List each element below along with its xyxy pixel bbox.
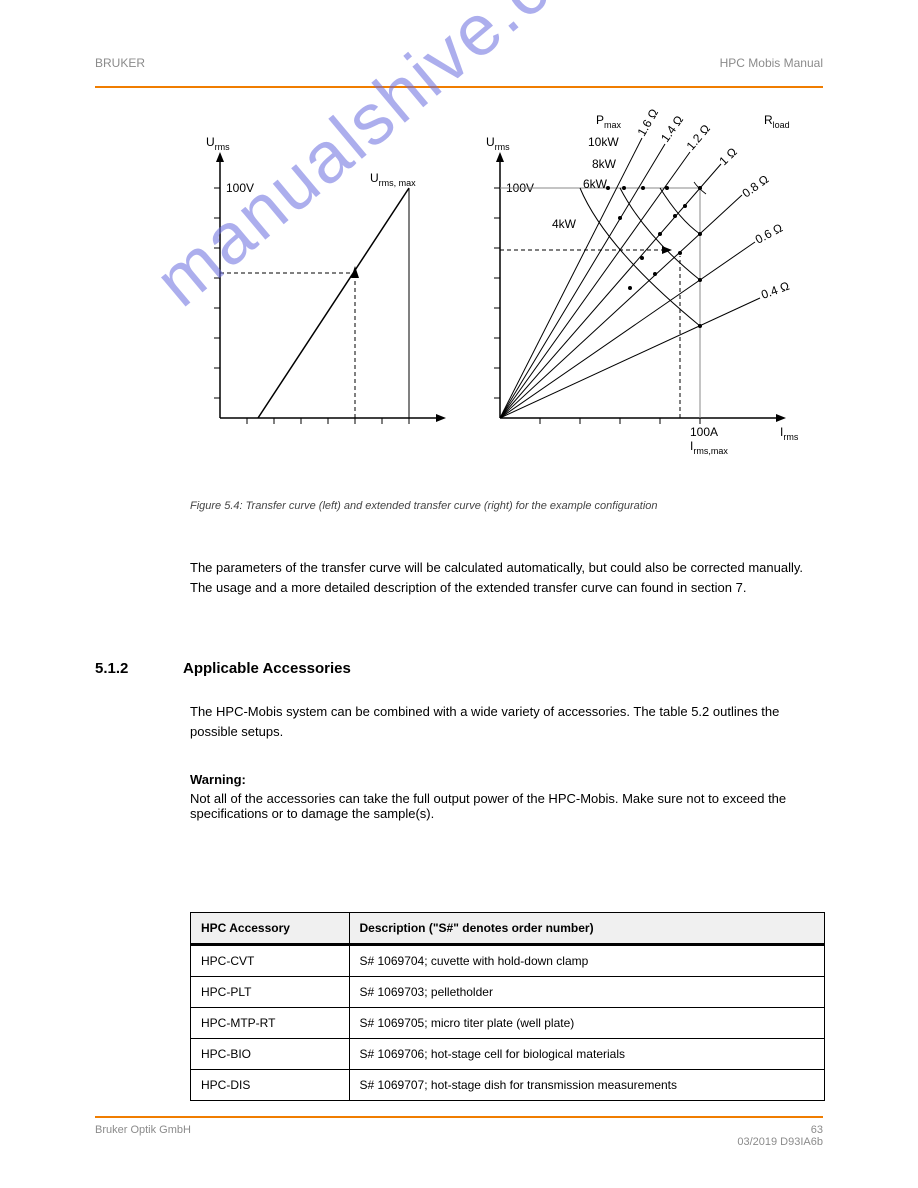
- figure-transfer-curves: 100V Urms Urms, max: [190, 108, 810, 488]
- svg-text:Urms: Urms: [486, 135, 510, 152]
- figure-caption: Figure 5.4: Transfer curve (left) and ex…: [190, 500, 820, 512]
- svg-text:8kW: 8kW: [592, 157, 617, 171]
- paragraph-1: The parameters of the transfer curve wil…: [190, 558, 825, 597]
- svg-text:100V: 100V: [226, 181, 254, 195]
- svg-text:1.2 Ω: 1.2 Ω: [684, 122, 713, 153]
- svg-text:1.4 Ω: 1.4 Ω: [658, 113, 686, 145]
- warning-text: Not all of the accessories can take the …: [190, 791, 786, 821]
- section-heading: 5.1.2Applicable Accessories: [95, 660, 351, 677]
- svg-text:0.8 Ω: 0.8 Ω: [740, 172, 772, 200]
- table-row: HPC-MTP-RTS# 1069705; micro titer plate …: [191, 1008, 825, 1039]
- table-row: HPC-PLTS# 1069703; pelletholder: [191, 977, 825, 1008]
- footer-desc: 03/2019 D93IA6b: [737, 1136, 823, 1148]
- bottom-rule: [95, 1116, 823, 1118]
- footer-page: 63: [811, 1124, 823, 1136]
- svg-text:100A: 100A: [690, 425, 718, 439]
- footer-left: Bruker Optik GmbH: [95, 1124, 191, 1136]
- figure-caption-text: Transfer curve (left) and extended trans…: [243, 500, 658, 512]
- svg-text:1.6 Ω: 1.6 Ω: [634, 108, 661, 139]
- table-header-2: Description ("S#" denotes order number): [349, 913, 825, 945]
- warning-box: Warning: Not all of the accessories can …: [190, 772, 825, 821]
- table-header-1: HPC Accessory: [191, 913, 350, 945]
- header-right: HPC Mobis Manual: [720, 56, 823, 70]
- paragraph-2: The HPC-Mobis system can be combined wit…: [190, 702, 825, 741]
- accessories-table: HPC Accessory Description ("S#" denotes …: [190, 912, 825, 1101]
- table-row: HPC-DISS# 1069707; hot-stage dish for tr…: [191, 1070, 825, 1101]
- svg-text:10kW: 10kW: [588, 135, 619, 149]
- warning-label: Warning:: [190, 772, 825, 787]
- section-number: 5.1.2: [95, 660, 183, 677]
- svg-text:Urms: Urms: [206, 135, 230, 152]
- svg-text:0.4 Ω: 0.4 Ω: [759, 279, 791, 302]
- svg-text:Urms, max: Urms, max: [370, 171, 416, 188]
- svg-text:6kW: 6kW: [583, 177, 608, 191]
- svg-text:Irms,max: Irms,max: [690, 439, 728, 456]
- footer-right: 63 03/2019 D93IA6b: [737, 1124, 823, 1148]
- figure-caption-prefix: Figure 5.4:: [190, 500, 243, 512]
- table-row: HPC-BIOS# 1069706; hot-stage cell for bi…: [191, 1039, 825, 1070]
- table-row: HPC-CVTS# 1069704; cuvette with hold-dow…: [191, 945, 825, 977]
- svg-text:0.6 Ω: 0.6 Ω: [753, 221, 785, 247]
- top-rule: [95, 86, 823, 88]
- svg-text:Rload: Rload: [764, 113, 790, 130]
- svg-text:4kW: 4kW: [552, 217, 577, 231]
- svg-text:Pmax: Pmax: [596, 113, 622, 130]
- section-title: Applicable Accessories: [183, 660, 351, 677]
- svg-text:Irms: Irms: [780, 425, 799, 442]
- header-left: BRUKER: [95, 56, 145, 70]
